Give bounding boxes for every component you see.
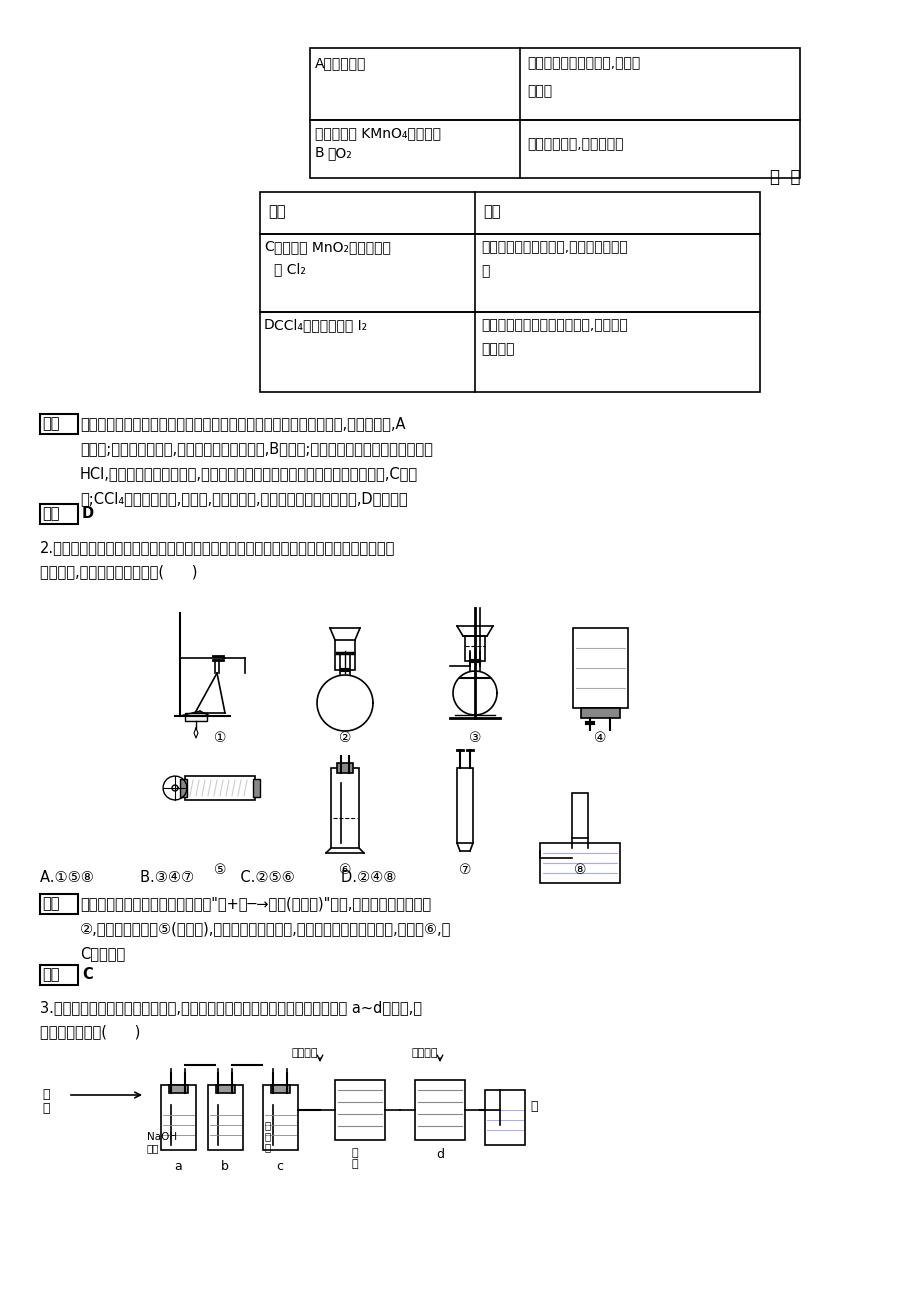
Text: 3.将空气缓慢通过如图所示装置后,在试管中收集到少量稀有气体。空气在通过 a~d装置时,依: 3.将空气缓慢通过如图所示装置后,在试管中收集到少量稀有气体。空气在通过 a~d…	[40, 1000, 422, 1016]
Text: A配制稀硫酸: A配制稀硫酸	[314, 56, 366, 70]
Text: 过氧化氢与二氧化锰制取氧气属于"固+液─→气体(不加热)"类型,气体发生装置应选择
②,干燥气体需选择⑤(干燥管),氧气密度比空气的大,可选择向上排空气法收集,: 过氧化氢与二氧化锰制取氧气属于"固+液─→气体(不加热)"类型,气体发生装置应选…	[80, 896, 451, 961]
Text: b: b	[221, 1160, 229, 1173]
Bar	[40, 965, 78, 986]
Text: 排水法收集 KMnO₄分解产生: 排水法收集 KMnO₄分解产生	[314, 126, 440, 141]
Text: ②: ②	[338, 730, 351, 745]
Text: 先从分液漏斗下口放出有机层,后从上口: 先从分液漏斗下口放出有机层,后从上口	[481, 318, 627, 332]
Text: ④: ④	[593, 730, 606, 745]
Text: 先将浓硫酸加入烧杯中,后倒入: 先将浓硫酸加入烧杯中,后倒入	[527, 56, 640, 70]
Bar	[260, 191, 759, 234]
Text: 气体产物先通过浓硫酸,后通过饱和食盐: 气体产物先通过浓硫酸,后通过饱和食盐	[481, 240, 627, 254]
Text: 酸: 酸	[265, 1142, 271, 1152]
Text: 气: 气	[42, 1101, 50, 1115]
Text: 瓷: 瓷	[352, 1148, 358, 1157]
Text: 管: 管	[352, 1159, 358, 1169]
Text: C: C	[264, 240, 274, 254]
Text: 空: 空	[42, 1088, 50, 1101]
Text: 操作: 操作	[482, 204, 500, 219]
Bar	[40, 894, 78, 914]
Text: 浓盐酸与 MnO₂反应制备纯: 浓盐酸与 MnO₂反应制备纯	[274, 240, 391, 254]
Text: 溶液: 溶液	[147, 1143, 159, 1154]
Bar	[581, 708, 619, 717]
Bar	[539, 842, 619, 883]
Text: 液: 液	[265, 1120, 271, 1130]
Text: a: a	[174, 1160, 182, 1173]
Text: c: c	[277, 1160, 283, 1173]
Text: 解析: 解析	[42, 896, 60, 911]
Text: 蒸馏水: 蒸馏水	[527, 85, 551, 98]
Text: 倒出水层: 倒出水层	[481, 342, 514, 355]
Bar	[40, 414, 78, 434]
Text: 实验: 实验	[267, 204, 285, 219]
Bar	[336, 763, 353, 773]
Bar	[185, 713, 207, 721]
Text: ⑥: ⑥	[338, 863, 351, 878]
Bar	[161, 1085, 196, 1150]
Text: 水: 水	[529, 1100, 537, 1113]
Text: ③: ③	[469, 730, 481, 745]
Text: 过量铜粉: 过量铜粉	[291, 1048, 318, 1059]
Text: NaOH: NaOH	[147, 1131, 177, 1142]
Bar	[414, 1079, 464, 1141]
Bar	[310, 48, 800, 120]
Bar	[572, 793, 587, 838]
Bar	[180, 779, 187, 797]
Text: CCl₄萃取碘水中的 I₂: CCl₄萃取碘水中的 I₂	[274, 318, 367, 332]
Bar	[457, 768, 472, 842]
Bar	[40, 504, 78, 523]
Bar	[464, 635, 484, 661]
Text: 2.如图是实验室常见的气体制取、干燥和收集装置。若用过氧化氢和催化剂二氧化锰制取干: 2.如图是实验室常见的气体制取、干燥和收集装置。若用过氧化氢和催化剂二氧化锰制取…	[40, 540, 395, 555]
Bar	[263, 1085, 298, 1150]
Bar	[216, 1085, 234, 1092]
Text: 续  表: 续 表	[769, 168, 800, 186]
Text: d: d	[436, 1148, 444, 1161]
Text: ⑤: ⑤	[213, 863, 226, 878]
Text: B: B	[314, 146, 324, 160]
Text: 答案: 答案	[42, 967, 60, 982]
Text: 过量镁粉: 过量镁粉	[412, 1048, 437, 1059]
Text: 答案: 答案	[42, 506, 60, 521]
Text: ①: ①	[213, 730, 226, 745]
Bar	[260, 312, 759, 392]
Text: C: C	[82, 967, 93, 982]
Bar	[208, 1085, 243, 1150]
Text: D: D	[264, 318, 275, 332]
Text: 配制稀硫酸时应将密度大的浓硫酸沿容器内壁慢慢加到密度小的水中,并不断搅拌,A
项错误;若先熄灭酒精灯,后移出导管会导致倒吸,B项错误;洗气时必须先通过饱和食盐水: 配制稀硫酸时应将密度大的浓硫酸沿容器内壁慢慢加到密度小的水中,并不断搅拌,A 项…	[80, 417, 433, 506]
Text: 的O₂: 的O₂	[326, 146, 351, 160]
Text: D: D	[82, 506, 94, 521]
Text: ⑦: ⑦	[459, 863, 471, 878]
Bar	[271, 1085, 289, 1092]
Bar	[335, 641, 355, 671]
Text: A.①⑤⑧          B.③④⑦          C.②⑤⑥          D.②④⑧: A.①⑤⑧ B.③④⑦ C.②⑤⑥ D.②④⑧	[40, 870, 396, 885]
Text: 硫: 硫	[265, 1131, 271, 1141]
Bar	[310, 120, 800, 178]
Text: 燥的氧气,则合理的装置组合为(      ): 燥的氧气,则合理的装置组合为( )	[40, 564, 198, 579]
Text: 先熄灭酒精灯,后移出导管: 先熄灭酒精灯,后移出导管	[527, 137, 623, 151]
Bar	[331, 768, 358, 848]
Text: ⑧: ⑧	[573, 863, 585, 878]
Text: 次除去的气体是(      ): 次除去的气体是( )	[40, 1023, 141, 1039]
Bar	[253, 779, 260, 797]
Bar	[573, 628, 628, 708]
Bar	[169, 1085, 187, 1092]
Bar	[335, 1079, 384, 1141]
Text: 水: 水	[481, 264, 489, 279]
Bar	[484, 1090, 525, 1144]
Bar	[185, 776, 255, 799]
Text: 净 Cl₂: 净 Cl₂	[274, 262, 305, 276]
Text: 解析: 解析	[42, 417, 60, 431]
Bar	[260, 234, 759, 312]
